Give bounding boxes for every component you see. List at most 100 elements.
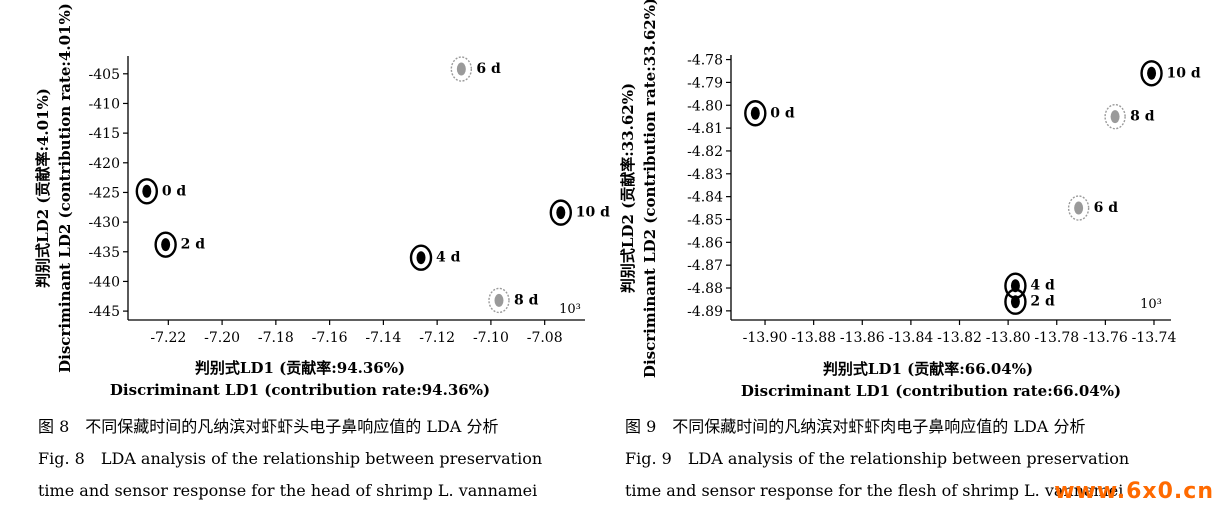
x-tick-label: -13.82 xyxy=(937,330,982,346)
y-tick-label: -445 xyxy=(89,304,120,320)
data-cluster-8d: 8 d xyxy=(488,287,539,314)
x-tick-label: -7.20 xyxy=(204,330,240,346)
cluster-label: 2 d xyxy=(1030,294,1055,310)
y-axis-label-en: Discriminant LD2 (contribution rate:33.6… xyxy=(641,0,659,378)
cluster-label: 8 d xyxy=(1130,109,1155,125)
y-tick-label: -430 xyxy=(89,215,120,231)
cluster-ellipse xyxy=(1140,60,1163,87)
data-point xyxy=(494,293,504,307)
data-cluster-6d: 6 d xyxy=(450,56,501,82)
data-cluster-2d: 2 d xyxy=(154,231,206,258)
cluster-ellipse xyxy=(549,199,573,226)
x-tick-label: -7.18 xyxy=(258,330,294,346)
y-tick-label: -425 xyxy=(89,185,120,201)
cluster-label: 8 d xyxy=(514,292,539,308)
cluster-label: 0 d xyxy=(162,183,187,199)
x-axis-label-cn: 判别式LD1 (贡献率:66.04%) xyxy=(823,360,1033,378)
cluster-label: 2 d xyxy=(181,237,206,253)
data-cluster-2d: 2 d xyxy=(1004,288,1055,315)
figure-9-panel: -13.90 -13.88 -13.86 -13.84 -13.82 -13.80 -13.… xyxy=(611,0,1222,512)
x-tick-label: -7.12 xyxy=(419,330,455,346)
cluster-ellipse xyxy=(744,100,767,127)
figure-9-caption-en-line2: time and sensor response for the flesh o… xyxy=(625,481,1124,500)
figure-9-caption-cn: 图 9 不同保藏时间的凡纳滨对虾虾肉电子鼻响应值的 LDA 分析 xyxy=(625,417,1086,436)
cluster-ellipse xyxy=(450,56,473,82)
data-point xyxy=(1010,279,1020,293)
x-tick-label: -13.84 xyxy=(888,330,933,346)
cluster-label: 6 d xyxy=(476,61,501,77)
data-cluster-0d: 0 d xyxy=(744,100,795,127)
x-tick-label: -7.16 xyxy=(312,330,348,346)
data-cluster-4d: 4 d xyxy=(1004,272,1055,299)
y-tick-label: -4.78 xyxy=(687,53,723,69)
y-tick-label: -4.87 xyxy=(687,258,723,274)
y-tick-label: -440 xyxy=(89,274,120,290)
data-point xyxy=(750,106,760,120)
x-tick-label: -7.08 xyxy=(527,330,563,346)
x-tick-label: -7.10 xyxy=(473,330,509,346)
y-tick-label: -435 xyxy=(89,245,120,261)
y-tick-label: -415 xyxy=(89,126,120,142)
figure-8-caption-en-line2: time and sensor response for the head of… xyxy=(38,481,538,500)
y-tick-label: -4.79 xyxy=(687,75,723,91)
cluster-ellipse xyxy=(135,178,159,205)
x-tick-label: -13.78 xyxy=(1034,330,1079,346)
y-tick-label: -405 xyxy=(89,67,120,83)
x-axis-label-cn: 判别式LD1 (贡献率:94.36%) xyxy=(195,359,405,377)
x-tick-label: -13.76 xyxy=(1083,330,1128,346)
x-tick-label: -7.14 xyxy=(365,330,401,346)
figure-8-caption-cn: 图 8 不同保藏时间的凡纳滨对虾虾头电子鼻响应值的 LDA 分析 xyxy=(38,417,499,436)
x-tick-label: -7.22 xyxy=(150,330,186,346)
cluster-label: 10 d xyxy=(1167,65,1201,81)
data-point xyxy=(1074,201,1084,215)
x-tick-label: -13.88 xyxy=(791,330,836,346)
y-tick-label: -4.88 xyxy=(687,281,723,297)
y-tick-label: -4.85 xyxy=(687,212,723,228)
y-axis-label-cn: 判别式LD2 (贡献率:4.01%) xyxy=(34,88,52,288)
x-tick-label: -13.86 xyxy=(840,330,885,346)
cluster-label: 6 d xyxy=(1094,200,1119,216)
data-point xyxy=(556,206,566,220)
data-point xyxy=(1110,110,1120,124)
y-tick-label: -4.83 xyxy=(687,167,723,183)
y-axis-label-en: Discriminant LD2 (contribution rate:4.01… xyxy=(56,3,74,373)
data-cluster-8d: 8 d xyxy=(1104,103,1155,130)
data-point xyxy=(456,62,466,76)
data-cluster-6d: 6 d xyxy=(1067,195,1119,221)
watermark: www.6x0.cn xyxy=(1054,479,1214,504)
y-tick-label: -4.89 xyxy=(687,304,723,320)
data-point xyxy=(142,184,152,198)
cluster-ellipse xyxy=(409,244,433,271)
data-point xyxy=(161,238,171,252)
figure-9-caption-en-line1: Fig. 9 LDA analysis of the relationship … xyxy=(625,449,1130,468)
data-point xyxy=(416,251,426,265)
data-point xyxy=(1147,66,1157,80)
x-tick-label: -13.80 xyxy=(986,330,1031,346)
y-tick-label: -420 xyxy=(89,156,120,172)
y-tick-label: -4.81 xyxy=(687,121,723,137)
y-tick-label: -410 xyxy=(89,96,120,112)
x-axis-label-en: Discriminant LD1 (contribution rate:66.0… xyxy=(741,382,1121,400)
lda-chart-head: -7.22 -7.20 -7.18 -7.16 -7.14 -7.12 -7.10 -7.08… xyxy=(34,3,610,399)
x-tick-label: -13.74 xyxy=(1132,330,1177,346)
cluster-label: 10 d xyxy=(576,205,610,221)
y-axis-label-cn: 判别式LD2 (贡献率:33.62%) xyxy=(619,83,637,293)
cluster-ellipse xyxy=(1067,195,1090,221)
figure-8-panel: -7.22 -7.20 -7.18 -7.16 -7.14 -7.12 -7.10 -7.08… xyxy=(34,3,610,500)
y-tick-label: -4.84 xyxy=(687,190,723,206)
data-cluster-0d: 0 d xyxy=(135,178,187,205)
scale-note: 10³ xyxy=(1140,297,1162,312)
cluster-label: 0 d xyxy=(770,105,795,121)
y-tick-label: -4.80 xyxy=(687,98,723,114)
cluster-ellipse xyxy=(154,231,177,258)
cluster-ellipse xyxy=(1004,272,1027,299)
x-tick-label: -13.90 xyxy=(743,330,788,346)
data-cluster-4d: 4 d xyxy=(409,244,461,271)
y-tick-label: -4.82 xyxy=(687,144,723,160)
data-cluster-10d: 10 d xyxy=(549,199,610,226)
figure-8-caption-en-line1: Fig. 8 LDA analysis of the relationship … xyxy=(38,449,543,468)
cluster-ellipse xyxy=(488,287,510,314)
scale-note: 10³ xyxy=(559,302,581,317)
lda-chart-flesh: -13.90 -13.88 -13.86 -13.84 -13.82 -13.80 -13.… xyxy=(619,0,1201,400)
x-axis-label-en: Discriminant LD1 (contribution rate:94.3… xyxy=(110,381,490,399)
